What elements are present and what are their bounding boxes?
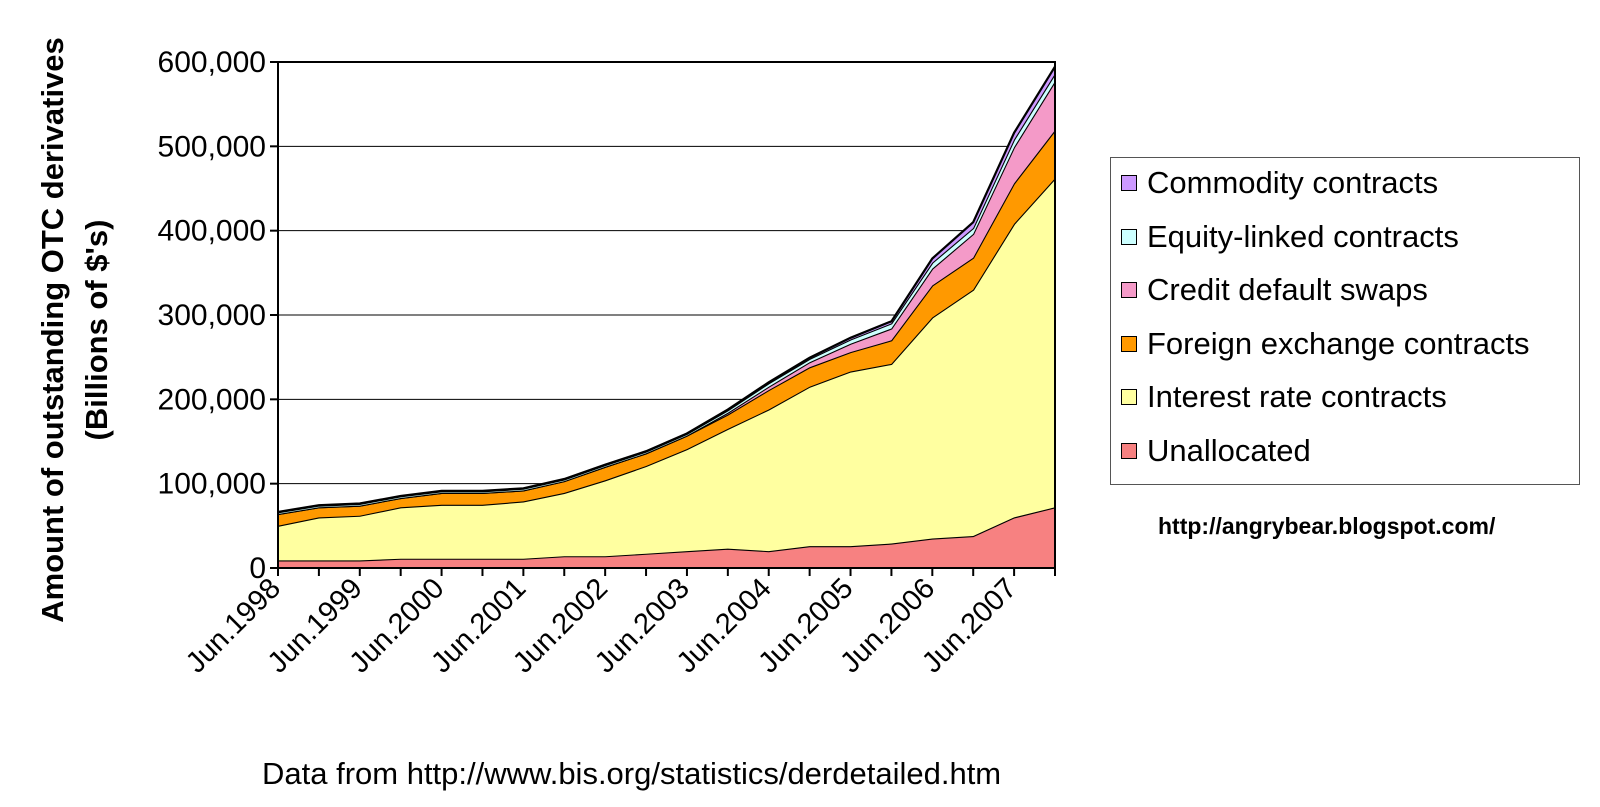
y-tick-label: 300,000	[158, 299, 266, 332]
legend-item: Credit default swaps	[1121, 270, 1428, 310]
legend: Commodity contracts Equity-linked contrac…	[1110, 157, 1580, 485]
legend-item: Equity-linked contracts	[1121, 217, 1459, 257]
legend-label: Commodity contracts	[1147, 165, 1439, 200]
legend-item: Foreign exchange contracts	[1121, 324, 1530, 364]
legend-swatch	[1121, 335, 1137, 352]
x-tick-labels: Jun.1998Jun.1999Jun.2000Jun.2001Jun.2002…	[180, 572, 1023, 679]
area-interest-rate-contracts	[278, 178, 1055, 561]
series-areas	[277, 66, 1056, 568]
legend-item: Commodity contracts	[1121, 163, 1438, 203]
legend-label: Foreign exchange contracts	[1147, 325, 1530, 361]
y-tick-label: 0	[249, 552, 266, 585]
line-commodity-contracts	[277, 66, 1056, 513]
legend-swatch	[1121, 282, 1137, 298]
area-foreign-exchange-contracts	[278, 130, 1055, 526]
y-tick-label: 400,000	[158, 215, 266, 248]
legend-item: Unallocated	[1121, 431, 1311, 471]
legend-swatch	[1121, 389, 1137, 405]
y-tick-label: 500,000	[158, 130, 266, 163]
legend-label: Equity-linked contracts	[1147, 218, 1459, 254]
legend-label: Unallocated	[1147, 432, 1311, 468]
legend-swatch	[1121, 228, 1137, 245]
y-tick-label: 200,000	[158, 383, 266, 416]
legend-swatch	[1121, 175, 1137, 191]
legend-item: Interest rate contracts	[1121, 377, 1447, 417]
y-tick-labels: 0 100,000 200,000 300,000 400,000 500,000 600,…	[158, 46, 266, 585]
source-note: Data from http://www.bis.org/statistics/…	[262, 756, 1002, 791]
area-unallocated	[278, 507, 1055, 568]
y-axis-subtitle: (Billions of $'s)	[79, 220, 114, 441]
y-tick-label: 600,000	[158, 46, 266, 79]
legend-label: Credit default swaps	[1147, 272, 1428, 307]
y-tick-label: 100,000	[158, 468, 266, 501]
axes	[270, 61, 1056, 576]
legend-label: Interest rate contracts	[1147, 379, 1447, 414]
y-axis-title: Amount of outstanding OTC derivatives	[35, 37, 70, 623]
watermark-url: http://angrybear.blogspot.com/	[1158, 513, 1496, 539]
legend-swatch	[1121, 442, 1137, 459]
